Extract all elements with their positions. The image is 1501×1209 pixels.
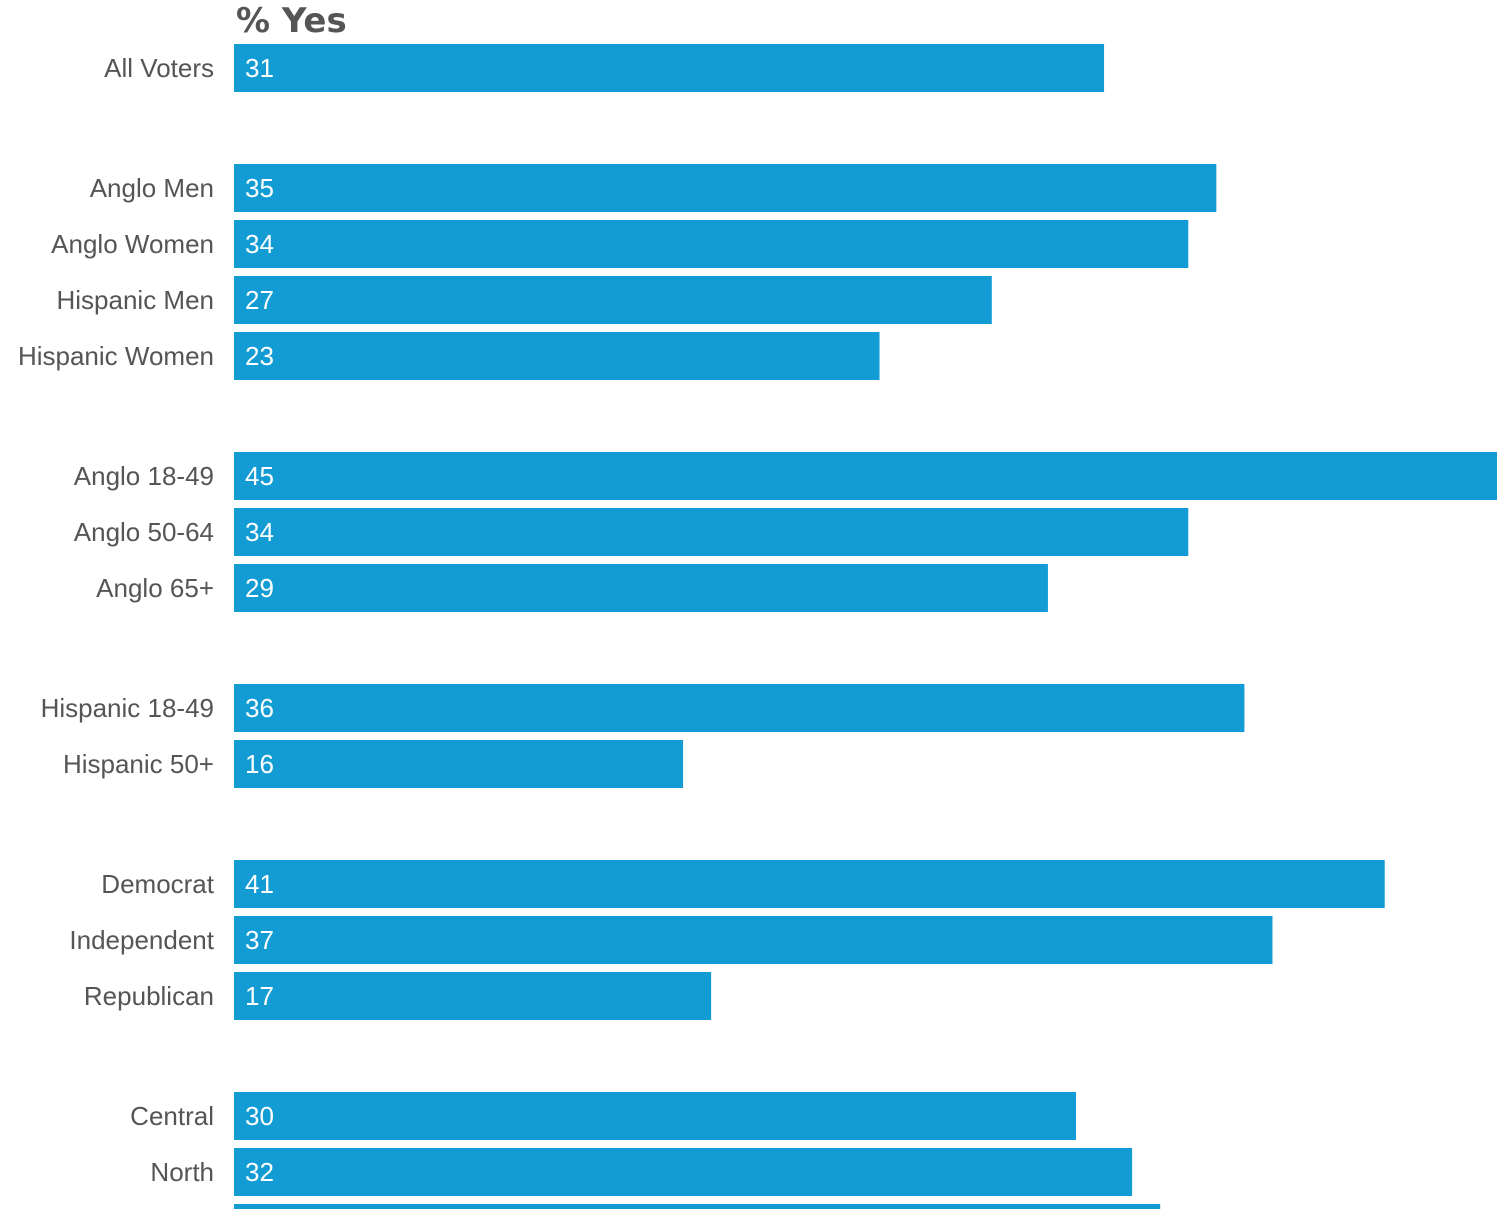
value-label-democrat: 41	[245, 869, 274, 899]
category-label-central: Central	[130, 1101, 214, 1131]
bar-independent	[234, 916, 1273, 964]
bar-hispanic-18-49	[234, 684, 1245, 732]
value-label-hispanic-18-49: 36	[245, 693, 274, 723]
bar-anglo-women	[234, 220, 1189, 268]
value-label-republican: 17	[245, 981, 274, 1011]
category-label-anglo-men: Anglo Men	[90, 173, 214, 203]
bar-central	[234, 1092, 1076, 1140]
value-label-central: 30	[245, 1101, 274, 1131]
bar-hispanic-men	[234, 276, 992, 324]
category-label-hispanic-men: Hispanic Men	[56, 285, 214, 315]
category-label-independent: Independent	[69, 925, 214, 955]
value-label-all-voters: 31	[245, 53, 274, 83]
category-label-north: North	[150, 1157, 214, 1187]
bars-layer: All Voters 31 Anglo Men 35 Anglo Women 34 Hisp…	[18, 44, 1497, 1209]
bar-democrat	[234, 860, 1385, 908]
category-label-anglo-18-49: Anglo 18-49	[74, 461, 214, 491]
category-label-hispanic-18-49: Hispanic 18-49	[41, 693, 214, 723]
category-label-anglo-65: Anglo 65+	[96, 573, 214, 603]
bar-republican	[234, 972, 712, 1020]
category-label-republican: Republican	[84, 981, 214, 1011]
category-label-hispanic-50: Hispanic 50+	[63, 749, 214, 779]
bar-north	[234, 1148, 1133, 1196]
bar-anglo-65	[234, 564, 1048, 612]
bar-anglo-men	[234, 164, 1217, 212]
bar-anglo-18-49	[234, 452, 1497, 500]
value-label-anglo-65: 29	[245, 573, 274, 603]
value-label-hispanic-men: 27	[245, 285, 274, 315]
category-label-anglo-women: Anglo Women	[51, 229, 214, 259]
value-label-anglo-50-64: 34	[245, 517, 274, 547]
bar-south	[234, 1204, 1161, 1209]
value-label-hispanic-50: 16	[245, 749, 274, 779]
chart-title: % Yes	[236, 1, 347, 41]
bar-anglo-50-64	[234, 508, 1189, 556]
bar-all-voters	[234, 44, 1105, 92]
value-label-anglo-women: 34	[245, 229, 274, 259]
value-label-north: 32	[245, 1157, 274, 1187]
category-label-anglo-50-64: Anglo 50-64	[74, 517, 214, 547]
category-label-democrat: Democrat	[101, 869, 214, 899]
value-label-anglo-men: 35	[245, 173, 274, 203]
bar-hispanic-women	[234, 332, 880, 380]
value-label-independent: 37	[245, 925, 274, 955]
value-label-hispanic-women: 23	[245, 341, 274, 371]
category-label-hispanic-women: Hispanic Women	[18, 341, 214, 371]
bar-hispanic-50	[234, 740, 684, 788]
value-label-anglo-18-49: 45	[245, 461, 274, 491]
category-label-all-voters: All Voters	[104, 53, 214, 83]
